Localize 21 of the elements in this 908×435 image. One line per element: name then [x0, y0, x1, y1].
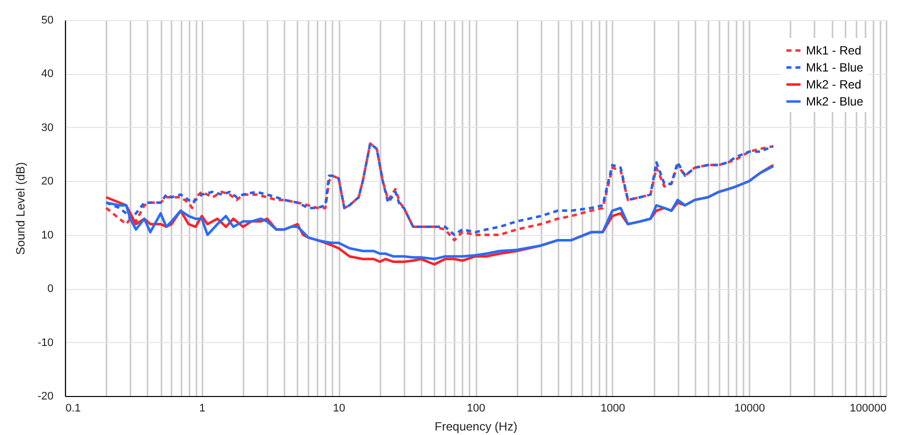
- x-tick-label: 10: [333, 402, 346, 414]
- x-axis-title: Frequency (Hz): [434, 420, 518, 434]
- x-tick-label: 10000: [734, 402, 765, 414]
- x-tick-label: 0.1: [66, 402, 81, 414]
- x-tick-label: 100: [466, 402, 486, 414]
- x-tick-label: 100000: [850, 402, 886, 414]
- y-tick-label: 50: [41, 14, 54, 26]
- y-tick-label: 10: [41, 229, 54, 242]
- x-tick-label: 1: [199, 402, 206, 414]
- y-tick-label: 20: [41, 176, 54, 188]
- x-tick-label: 1000: [600, 402, 626, 414]
- y-tick-label: -10: [38, 336, 54, 349]
- y-tick-label: -20: [38, 390, 54, 402]
- legend-label: Mk1 - Red: [806, 44, 862, 58]
- y-axis-title: Sound Level (dB): [14, 162, 28, 255]
- legend-label: Mk1 - Blue: [806, 60, 864, 74]
- y-tick-label: 30: [41, 122, 54, 134]
- legend-label: Mk2 - Red: [806, 78, 862, 92]
- y-tick-label: 40: [41, 68, 54, 80]
- y-tick-label: 0: [47, 283, 54, 296]
- legend-label: Mk2 - Blue: [806, 94, 864, 108]
